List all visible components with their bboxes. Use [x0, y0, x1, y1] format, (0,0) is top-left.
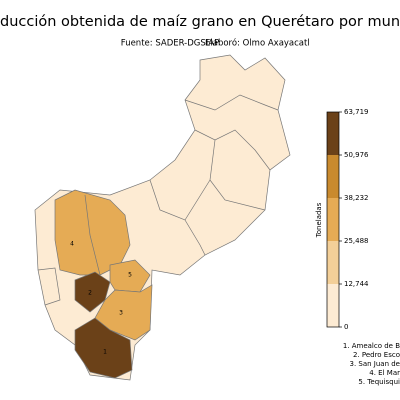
legend-entry: 5. Tequisqui: [358, 378, 400, 386]
colorbar: 0 12,744 25,488 38,232 50,976 63,719: [326, 108, 369, 331]
border: [84, 194, 101, 276]
colorbar-tick-label: 50,976: [344, 151, 369, 159]
colorbar-label: Toneladas: [315, 202, 323, 238]
border: [194, 129, 271, 171]
border: [209, 139, 266, 211]
colorbar-bin: [327, 154, 339, 198]
colorbar-bin: [327, 240, 339, 284]
source: Fuente: SADER-DGSIAP: [121, 39, 219, 49]
colorbar-tick-label: 38,232: [344, 194, 369, 202]
colorbar-tick-label: 0: [344, 323, 348, 331]
colorbar-tick-label: 63,719: [344, 108, 369, 116]
legend: 1. Amealco de B 2. Pedro Esco 3. San Jua…: [343, 342, 400, 386]
region: [74, 317, 133, 379]
border: [184, 219, 206, 256]
border: [149, 179, 211, 221]
legend-entry: 1. Amealco de B: [343, 342, 400, 350]
legend-entry: 4. El Mar: [369, 369, 400, 377]
map-label: 3: [119, 310, 123, 317]
legend-entry: 3. San Juan de: [349, 360, 400, 368]
map-label: 4: [70, 241, 74, 248]
map-label: 2: [88, 290, 92, 297]
colorbar-bin: [327, 283, 339, 327]
map: [34, 54, 291, 381]
colorbar-bin: [327, 112, 339, 155]
map-label: 1: [103, 349, 107, 356]
colorbar-tick-label: 25,488: [344, 237, 369, 245]
author: Elaboró: Olmo Axayacatl: [205, 38, 310, 49]
border: [184, 94, 279, 111]
title: ducción obtenida de maíz grano en Querét…: [0, 14, 400, 30]
border: [37, 267, 61, 306]
colorbar-bin: [327, 197, 339, 241]
map-label: 5: [128, 272, 132, 279]
colorbar-frame: [326, 111, 340, 328]
legend-entry: 2. Pedro Esco: [353, 351, 400, 359]
colorbar-tick-label: 12,744: [344, 280, 369, 288]
map-labels: 1 2 3 4 5: [70, 241, 132, 356]
